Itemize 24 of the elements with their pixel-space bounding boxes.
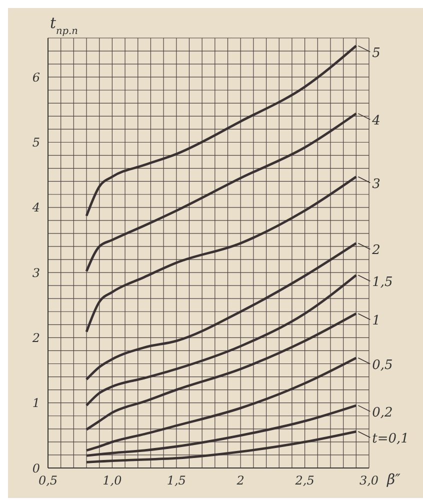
x-axis-title: β″ (386, 472, 402, 488)
y-tick-label: 4 (31, 200, 40, 215)
x-tick-label: 3,0 (359, 474, 379, 488)
legend-label: 5 (372, 46, 380, 61)
x-tick-label: 0,5 (38, 474, 58, 488)
x-tick-label: 1,0 (102, 474, 122, 488)
legend-label: 1,5 (372, 275, 393, 290)
legend-label: 4 (371, 114, 380, 129)
x-tick-label: 2 (236, 474, 244, 488)
y-tick-label: 0 (32, 461, 40, 476)
legend-label: 0,5 (372, 358, 393, 373)
x-tick-label: 2,5 (294, 474, 314, 488)
legend-label: 3 (372, 176, 380, 192)
legend-label: t=0,1 (372, 432, 409, 447)
y-tick-label: 5 (32, 136, 40, 150)
y-axis-title: t$_{пр.п}$ (50, 14, 78, 36)
legend-label: 2 (371, 243, 380, 258)
legend-label: 0,2 (372, 405, 393, 420)
y-tick-label: 1 (32, 396, 40, 410)
y-tick-label: 3 (32, 266, 40, 280)
x-tick-label: 1,5 (166, 474, 186, 488)
y-tick-label: 6 (32, 70, 40, 84)
y-tick-label: 2 (31, 330, 40, 345)
legend-label: 1 (372, 314, 380, 329)
